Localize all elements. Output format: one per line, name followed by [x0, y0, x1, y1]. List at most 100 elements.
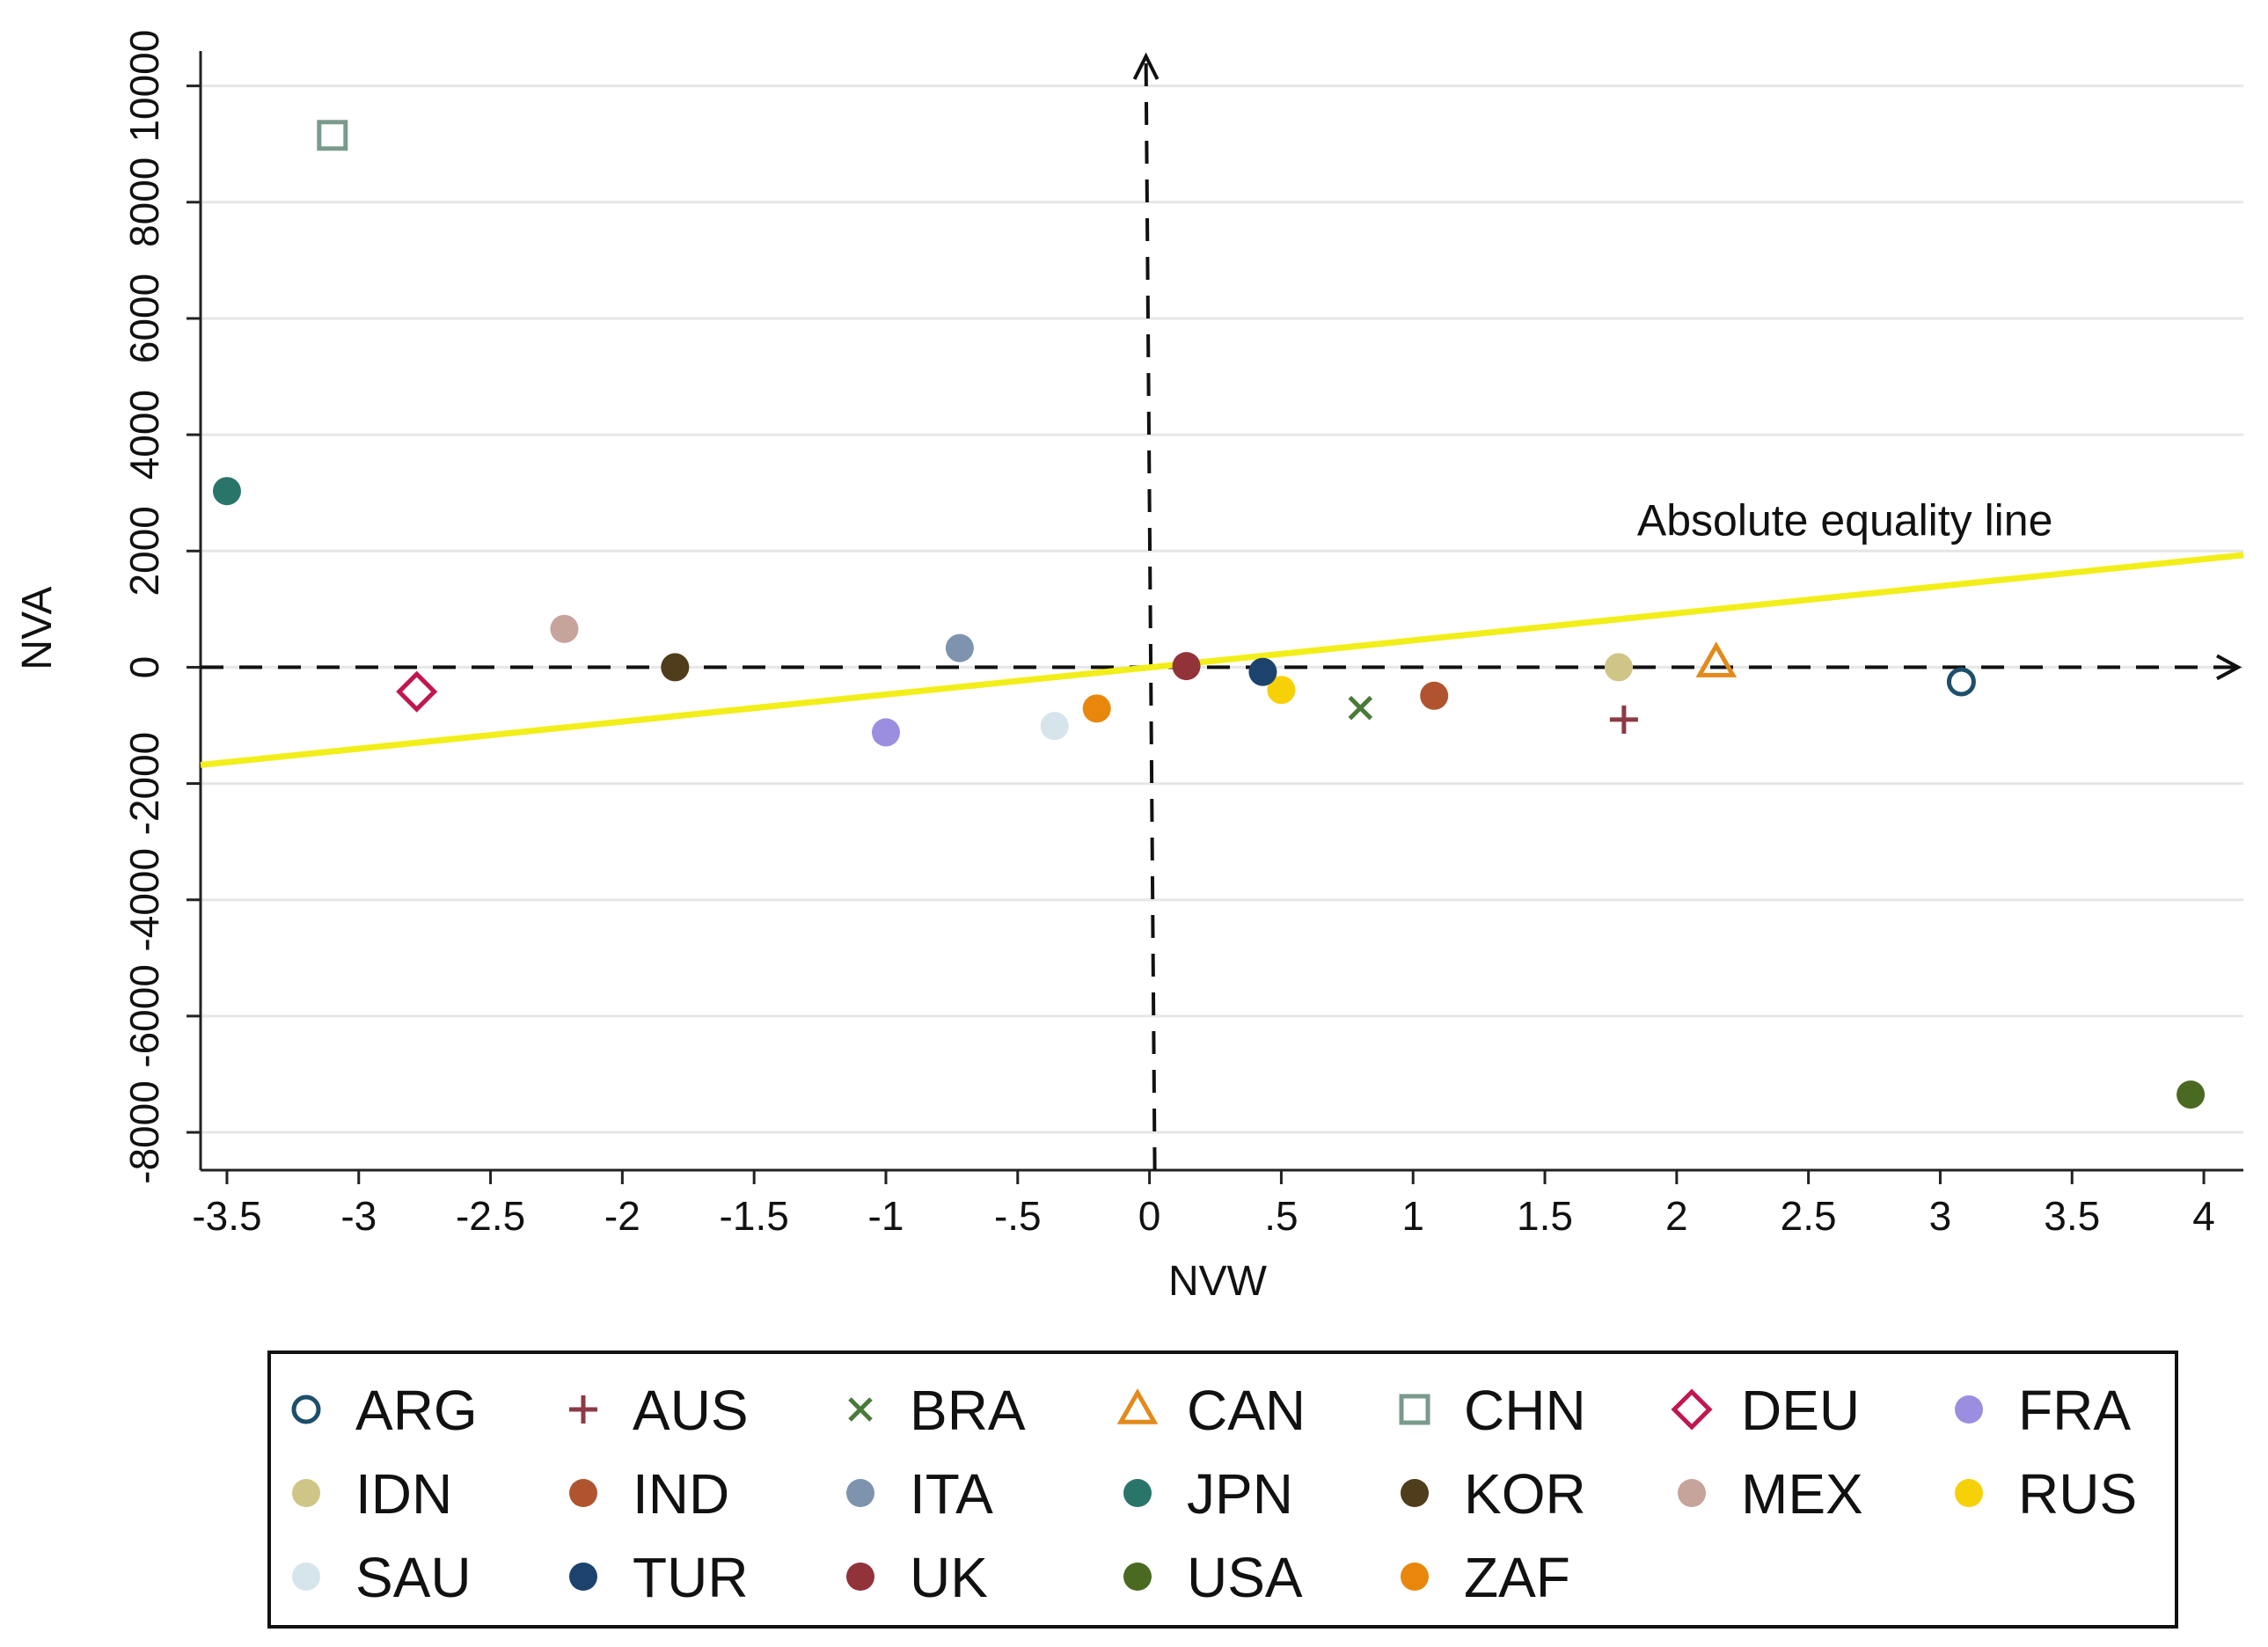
- legend-item-idn: IDN: [292, 1462, 452, 1526]
- x-tick-label: -.5: [994, 1193, 1042, 1239]
- legend-label-zaf: ZAF: [1464, 1546, 1570, 1609]
- legend-label-usa: USA: [1187, 1546, 1303, 1609]
- legend-item-mex: MEX: [1678, 1462, 1863, 1526]
- x-tick-label: -1.5: [720, 1193, 789, 1239]
- data-point-fra: [871, 718, 900, 747]
- legend-item-aus: AUS: [569, 1379, 749, 1442]
- legend-marker-jpn: [1123, 1479, 1152, 1507]
- legend-marker-rus: [1955, 1479, 1983, 1507]
- legend-marker-uk: [846, 1563, 874, 1591]
- x-tick-label: 2.5: [1781, 1193, 1837, 1239]
- x-axis-title: NVW: [1168, 1258, 1268, 1305]
- data-point-aus: [1609, 705, 1638, 734]
- legend-marker-can: [1116, 1387, 1159, 1424]
- y-tick-label: 2000: [121, 506, 167, 596]
- tick-labels: -8000 -6000 -4000 -2000 0 2000 4000 6000 8000 100…: [121, 30, 2215, 1239]
- legend-item-ita: ITA: [846, 1462, 993, 1526]
- data-point-tur: [1248, 657, 1277, 686]
- legend-marker-tur: [569, 1563, 597, 1591]
- data-point-uk: [1172, 652, 1201, 681]
- legend-label-fra: FRA: [2018, 1379, 2131, 1442]
- legend-label-sau: SAU: [355, 1546, 472, 1609]
- y-tick-label: 0: [121, 656, 167, 679]
- equality-line-annotation: Absolute equality line: [1637, 495, 2053, 545]
- data-point-bra-b: [1348, 695, 1373, 721]
- y-tick-label: 8000: [121, 157, 167, 247]
- axis-titles: NVW NVA Absolute equality line: [14, 495, 2052, 1305]
- legend: ARG AUS BRA CAN CHN DEU FRA IDN IND ITA JPN KOR MEX R…: [267, 1351, 2178, 1629]
- legend-item-can: CAN: [1116, 1379, 1306, 1442]
- data-point-zaf: [1082, 694, 1111, 723]
- data-point-mex: [550, 614, 579, 643]
- legend-marker-ita: [846, 1479, 874, 1507]
- y-tick-label: 6000: [121, 274, 167, 363]
- legend-marker-zaf: [1401, 1563, 1429, 1591]
- y-axis-title: NVA: [14, 586, 61, 670]
- legend-marker-mex: [1678, 1479, 1706, 1507]
- horizontal-arrow-head: [2216, 654, 2242, 681]
- legend-marker-aus: [569, 1395, 597, 1424]
- legend-marker-chn: [1399, 1394, 1430, 1425]
- legend-item-zaf: ZAF: [1401, 1546, 1570, 1609]
- x-tick-label: 1.5: [1517, 1193, 1573, 1239]
- x-tick-label: 3: [1929, 1193, 1952, 1239]
- data-point-rus: [1267, 676, 1296, 705]
- data-point-bra: [1348, 695, 1373, 721]
- legend-marker-ind: [569, 1479, 597, 1507]
- x-tick-label: -3: [340, 1193, 377, 1239]
- data-point-chn: [317, 120, 348, 151]
- legend-marker-arg: [291, 1394, 321, 1424]
- data-point-arg: [1946, 667, 1976, 697]
- vertical-arrow-head: [1132, 52, 1160, 80]
- x-tick-label: 4: [2192, 1193, 2215, 1239]
- legend-label-jpn: JPN: [1187, 1462, 1293, 1526]
- legend-item-chn: CHN: [1399, 1379, 1586, 1442]
- legend-label-aus: AUS: [633, 1379, 749, 1442]
- data-point-deu: [396, 670, 438, 713]
- legend-item-deu: DEU: [1671, 1379, 1860, 1442]
- x-tick-label: .5: [1264, 1193, 1298, 1239]
- y-tick-label: -2000: [121, 732, 167, 836]
- x-tick-label: -2: [604, 1193, 640, 1239]
- x-tick-label: 0: [1138, 1193, 1161, 1239]
- legend-item-jpn: JPN: [1123, 1462, 1293, 1526]
- y-tick-label: -8000: [121, 1080, 167, 1184]
- legend-item-bra: BRA: [848, 1379, 1026, 1442]
- data-point-idn: [1604, 653, 1633, 682]
- legend-label-ind: IND: [633, 1462, 729, 1526]
- legend-label-mex: MEX: [1741, 1462, 1863, 1526]
- legend-marker-deu: [1671, 1388, 1713, 1431]
- legend-label-deu: DEU: [1741, 1379, 1860, 1442]
- data-point-kor: [661, 653, 690, 682]
- legend-marker-bra: [848, 1397, 873, 1422]
- legend-marker-sau: [292, 1563, 320, 1591]
- data-points: [212, 120, 2206, 1109]
- x-tick-label: -2.5: [456, 1193, 525, 1239]
- y-tick-label: 10000: [121, 30, 167, 143]
- reference-axes: [201, 52, 2242, 1171]
- legend-label-tur: TUR: [633, 1546, 749, 1609]
- equality-line-layer: [200, 552, 2244, 768]
- legend-label-chn: CHN: [1464, 1379, 1586, 1442]
- data-point-usa: [2177, 1080, 2206, 1109]
- legend-item-ind: IND: [569, 1462, 729, 1526]
- zero-vertical-dashed-line: [1144, 57, 1157, 1171]
- legend-item-arg: ARG: [291, 1379, 478, 1442]
- legend-marker-usa: [1123, 1563, 1152, 1591]
- legend-marker-fra: [1955, 1395, 1983, 1424]
- y-tick-label: -6000: [121, 964, 167, 1068]
- legend-marker-bra-b: [848, 1397, 873, 1422]
- legend-item-tur: TUR: [569, 1546, 749, 1609]
- data-point-sau: [1040, 712, 1069, 741]
- legend-label-idn: IDN: [355, 1462, 452, 1526]
- equality-line: [200, 552, 2244, 768]
- legend-label-uk: UK: [910, 1546, 988, 1609]
- data-point-can: [1695, 641, 1738, 677]
- grid-lines: [201, 84, 2243, 1134]
- legend-marker-kor: [1401, 1479, 1429, 1507]
- x-tick-label: -3.5: [192, 1193, 261, 1239]
- legend-label-can: CAN: [1187, 1379, 1306, 1442]
- legend-label-ita: ITA: [910, 1462, 993, 1526]
